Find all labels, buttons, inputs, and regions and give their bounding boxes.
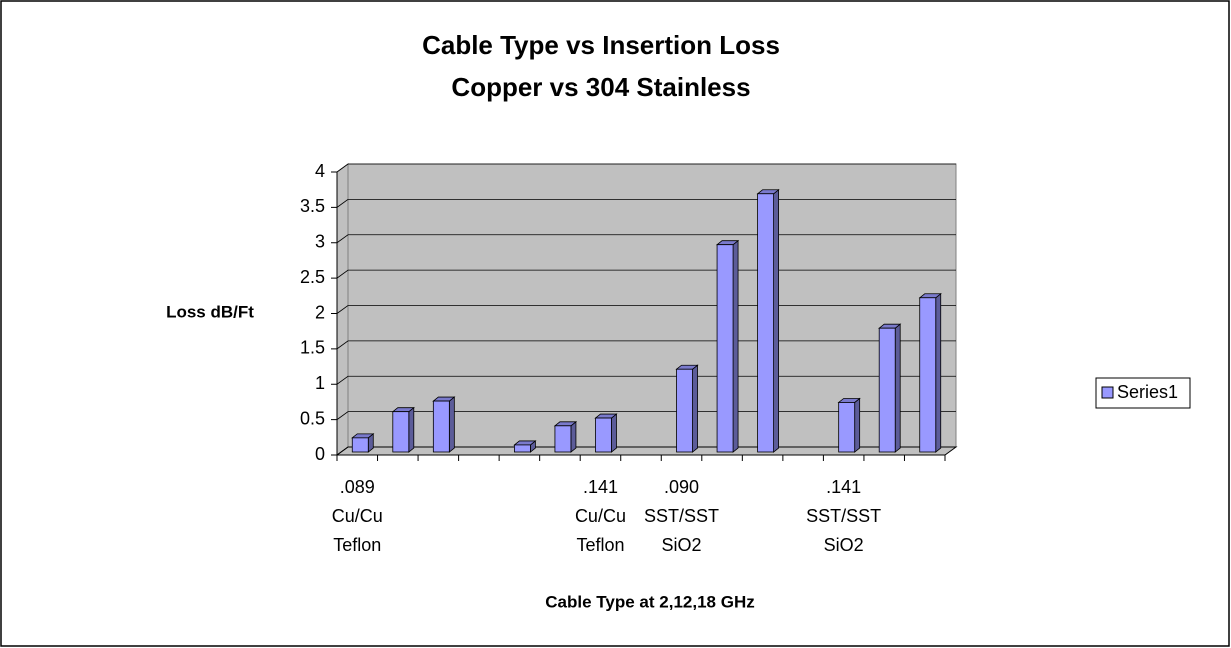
grid-line xyxy=(336,446,956,456)
y-tick-label: 0 xyxy=(315,444,325,464)
bar-front xyxy=(554,425,572,453)
x-tick-label-line: .141 xyxy=(583,477,618,497)
bar xyxy=(756,188,780,453)
grid-line xyxy=(336,269,956,279)
bar-front xyxy=(676,368,693,453)
bar-side xyxy=(692,364,698,453)
x-tick-label: .141 SST/SST SiO2 xyxy=(806,477,881,555)
legend-swatch xyxy=(1101,386,1114,399)
bar-front xyxy=(919,297,937,453)
x-tick-label-line: Teflon xyxy=(333,535,381,555)
bar-side xyxy=(448,396,455,453)
x-tick-label: .089 Cu/Cu Teflon xyxy=(332,477,383,555)
y-tick-label: 1 xyxy=(315,373,325,393)
grid-line xyxy=(336,340,956,350)
bar xyxy=(351,433,375,453)
bar-side xyxy=(570,420,577,453)
bar-side xyxy=(935,292,942,453)
grid-line xyxy=(336,198,956,208)
bar xyxy=(837,397,861,453)
bar xyxy=(513,440,537,453)
grid-line xyxy=(336,234,956,244)
bar-front xyxy=(716,244,734,453)
bar xyxy=(918,292,942,453)
bar-side xyxy=(773,188,779,453)
bar-front xyxy=(757,193,774,453)
bar-front xyxy=(878,327,896,453)
grid-line xyxy=(336,375,956,385)
bar-side xyxy=(732,239,739,453)
y-tick-label: 4 xyxy=(315,161,325,181)
bar-side xyxy=(408,406,415,453)
grid-line xyxy=(336,163,956,173)
bar-front xyxy=(838,402,856,453)
x-tick-label: .141 Cu/Cu Teflon xyxy=(575,477,626,555)
bar-side xyxy=(611,413,617,453)
y-tick-label: 0.5 xyxy=(300,408,325,428)
legend-label: Series1 xyxy=(1117,382,1178,402)
bar-front xyxy=(514,444,531,453)
y-tick-label: 2 xyxy=(315,302,325,322)
x-tick-label-line: .090 xyxy=(664,477,699,497)
x-tick-label-line: .141 xyxy=(826,477,861,497)
chart-subtitle: Copper vs 304 Stainless xyxy=(451,72,750,102)
x-tick-label-line: Cu/Cu xyxy=(332,506,383,526)
x-tick-label-line: SiO2 xyxy=(662,535,702,555)
y-tick-label: 1.5 xyxy=(300,338,325,358)
bar xyxy=(594,413,618,453)
bar-front xyxy=(595,417,612,453)
grid-line xyxy=(336,305,956,314)
x-tick-label-line: SST/SST xyxy=(806,506,881,526)
x-tick-label-line: Teflon xyxy=(576,535,624,555)
y-tick-label: 3 xyxy=(315,232,325,252)
x-tick-label-line: SST/SST xyxy=(644,506,719,526)
bar xyxy=(432,396,456,453)
bar-side xyxy=(894,323,901,453)
bar-front xyxy=(432,400,450,453)
y-axis-title: Loss dB/Ft xyxy=(166,302,254,321)
y-tick-label: 3.5 xyxy=(300,196,325,216)
bar-side xyxy=(854,397,861,453)
y-tick-label: 2.5 xyxy=(300,267,325,287)
bar-front xyxy=(351,437,369,453)
floor xyxy=(335,446,958,456)
grid-line xyxy=(336,411,956,420)
bar xyxy=(553,420,578,453)
bar xyxy=(675,364,699,453)
bar xyxy=(878,323,902,453)
x-tick-label-line: Cu/Cu xyxy=(575,506,626,526)
bar-front xyxy=(392,411,410,453)
x-tick-label: .090 SST/SST SiO2 xyxy=(644,477,719,555)
x-tick-label-line: .089 xyxy=(340,477,375,497)
bar xyxy=(715,239,740,453)
x-tick-label-line: SiO2 xyxy=(824,535,864,555)
bar xyxy=(391,406,415,453)
x-axis-title: Cable Type at 2,12,18 GHz xyxy=(545,592,754,611)
chart-title: Cable Type vs Insertion Loss xyxy=(422,30,780,60)
